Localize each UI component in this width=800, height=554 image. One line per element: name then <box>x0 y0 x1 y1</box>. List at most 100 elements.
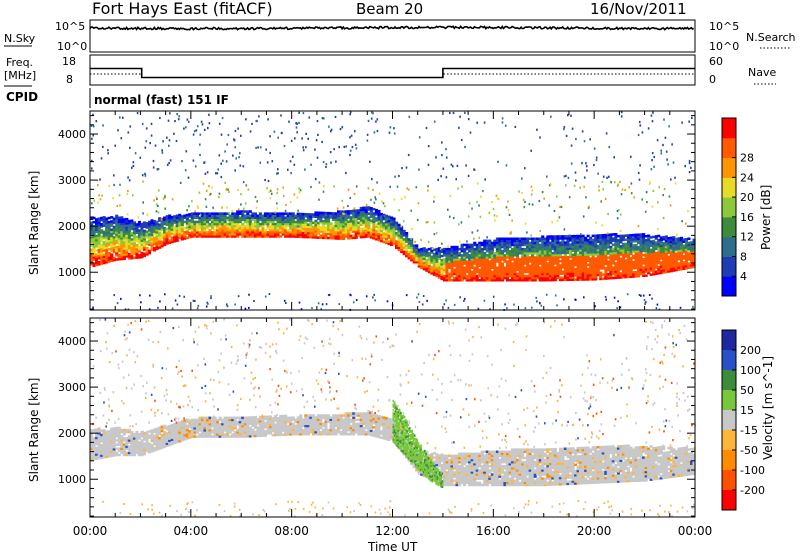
heatmap-cell <box>679 251 683 254</box>
heatmap-cell <box>364 235 368 238</box>
heatmap-cell <box>295 126 298 129</box>
heatmap-cell <box>690 249 694 252</box>
heatmap-cell <box>410 258 414 262</box>
heatmap-cell <box>395 240 399 243</box>
heatmap-cell <box>576 241 580 244</box>
heatmap-cell <box>460 243 464 247</box>
heatmap-cell <box>606 233 610 237</box>
heatmap-cell <box>193 224 197 228</box>
heatmap-cell <box>679 306 682 309</box>
heatmap-cell <box>498 241 502 245</box>
heatmap-cell <box>339 128 342 131</box>
heatmap-cell <box>115 426 119 430</box>
heatmap-cell <box>485 268 489 272</box>
heatmap-cell <box>453 270 457 274</box>
heatmap-cell <box>669 249 673 252</box>
heatmap-cell <box>679 247 683 250</box>
heatmap-cell <box>319 213 323 217</box>
heatmap-cell <box>539 229 541 233</box>
heatmap-cell <box>599 273 603 276</box>
heatmap-cell <box>137 225 141 228</box>
heatmap-cell <box>662 256 666 260</box>
heatmap-cell <box>142 450 146 454</box>
heatmap-cell <box>261 233 265 236</box>
heatmap-cell <box>579 268 583 271</box>
heatmap-cell <box>354 230 358 233</box>
heatmap-cell <box>242 211 244 214</box>
heatmap-cell <box>153 247 157 250</box>
heatmap-cell <box>281 132 283 135</box>
heatmap-cell <box>581 249 585 252</box>
heatmap-cell <box>672 250 676 254</box>
heatmap-cell <box>427 256 431 259</box>
heatmap-cell <box>140 243 144 246</box>
heatmap-cell <box>100 237 104 240</box>
heatmap-cell <box>384 235 388 238</box>
heatmap-cell <box>657 201 659 204</box>
heatmap-cell <box>301 235 305 239</box>
heatmap-cell <box>311 236 315 239</box>
heatmap-cell <box>153 199 155 202</box>
heatmap-cell <box>626 263 630 266</box>
heatmap-cell <box>629 244 633 247</box>
heatmap-cell <box>642 243 646 246</box>
heatmap-cell <box>122 443 126 446</box>
heatmap-cell <box>621 263 625 267</box>
heatmap-cell <box>453 245 457 249</box>
heatmap-cell <box>430 261 434 265</box>
heatmap-cell <box>483 254 487 257</box>
heatmap-cell <box>241 233 245 236</box>
heatmap-cell <box>316 236 320 239</box>
heatmap-cell <box>629 273 633 276</box>
heatmap-cell <box>369 221 373 225</box>
heatmap-cell <box>246 220 250 224</box>
heatmap-cell <box>120 443 124 446</box>
heatmap-cell <box>140 237 144 240</box>
heatmap-cell <box>619 265 623 269</box>
heatmap-cell <box>681 220 683 223</box>
heatmap-cell <box>478 236 481 239</box>
heatmap-cell <box>115 252 119 255</box>
heatmap-cell <box>132 441 136 444</box>
heatmap-cell <box>679 261 683 265</box>
heatmap-cell <box>160 222 164 225</box>
heatmap-cell <box>371 111 373 114</box>
heatmap-cell <box>137 245 141 249</box>
heatmap-cell <box>619 272 623 275</box>
heatmap-cell <box>251 235 255 238</box>
heatmap-cell <box>185 232 189 235</box>
heatmap-cell <box>125 217 129 221</box>
heatmap-cell <box>478 260 482 263</box>
heatmap-cell <box>657 241 661 244</box>
heatmap-cell <box>616 257 620 261</box>
heatmap-cell <box>644 210 647 213</box>
heatmap-cell <box>516 264 520 267</box>
heatmap-cell <box>488 272 492 276</box>
heatmap-cell <box>410 237 412 241</box>
heatmap-cell <box>677 262 681 265</box>
heatmap-cell <box>153 238 157 242</box>
heatmap-cell <box>437 251 441 254</box>
heatmap-cell <box>523 249 527 253</box>
heatmap-cell <box>405 166 408 169</box>
heatmap-cell <box>170 226 174 229</box>
heatmap-cell <box>634 275 638 278</box>
heatmap-cell <box>150 433 154 436</box>
heatmap-cell <box>649 252 653 256</box>
heatmap-cell <box>173 433 177 436</box>
heatmap-cell <box>455 178 457 181</box>
heatmap-cell <box>591 269 595 273</box>
heatmap-cell <box>97 430 101 433</box>
heatmap-cell <box>90 433 94 436</box>
heatmap-cell <box>594 271 598 275</box>
heatmap-cell <box>523 260 527 263</box>
heatmap-cell <box>234 146 236 149</box>
heatmap-cell <box>352 209 356 213</box>
heatmap-cell <box>674 241 678 245</box>
heatmap-cell <box>626 248 630 252</box>
heatmap-cell <box>160 228 164 231</box>
heatmap-cell <box>480 256 484 259</box>
heatmap-cell <box>626 236 630 239</box>
heatmap-cell <box>500 276 504 280</box>
heatmap-cell <box>669 244 673 248</box>
